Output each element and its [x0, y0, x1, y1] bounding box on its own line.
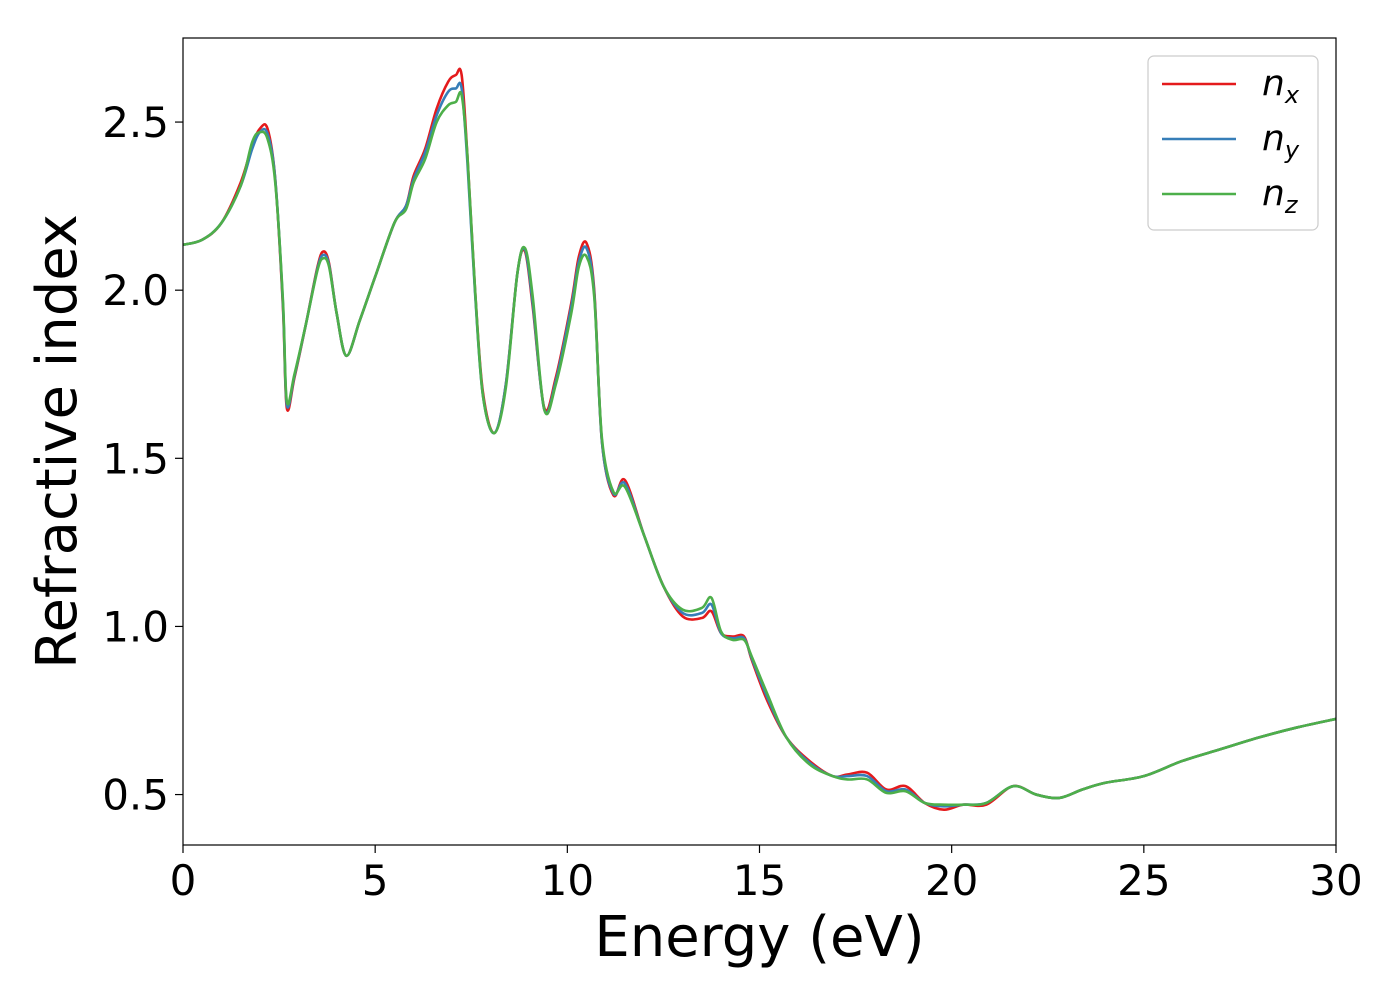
x-tick-label: 10	[541, 856, 594, 905]
x-axis-ticks: 0 5 10 15 20 25 30	[170, 845, 1363, 905]
y-tick-label: 1.0	[102, 602, 169, 651]
x-tick-label: 25	[1117, 856, 1170, 905]
x-tick-label: 20	[925, 856, 978, 905]
y-axis-label: Refractive index	[25, 214, 90, 669]
legend-items: nx ny nz	[1162, 63, 1300, 219]
y-axis-ticks: 0.5 1.0 1.5 2.0 2.5	[102, 98, 183, 820]
y-tick-label: 0.5	[102, 771, 169, 820]
legend: nx ny nz	[1147, 55, 1319, 231]
x-tick-label: 0	[170, 856, 197, 905]
legend-box	[1147, 55, 1319, 231]
x-axis-label: Energy (eV)	[594, 905, 924, 970]
series-line-n-z	[183, 90, 1336, 807]
x-tick-label: 30	[1309, 856, 1362, 905]
y-tick-label: 1.5	[102, 434, 169, 483]
legend-label-z: nz	[1262, 173, 1299, 219]
y-tick-label: 2.5	[102, 98, 169, 147]
y-tick-label: 2.0	[102, 266, 169, 315]
series-layer	[183, 67, 1336, 811]
legend-label-y: ny	[1262, 118, 1300, 164]
x-tick-label: 5	[362, 856, 389, 905]
plot-background	[183, 38, 1336, 845]
x-tick-label: 15	[733, 856, 786, 905]
legend-label-x: nx	[1262, 63, 1300, 109]
